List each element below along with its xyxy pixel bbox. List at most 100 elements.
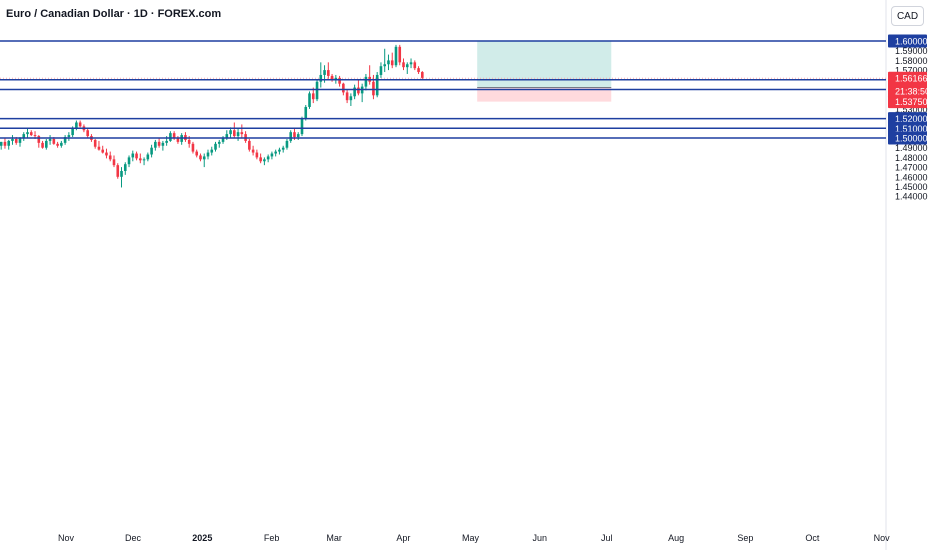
x-tick-label: Dec [125,533,142,543]
candle-body [142,159,146,161]
candle-body [323,70,326,75]
y-tick-label: 1.57000 [895,66,928,76]
candle-body [274,151,277,154]
x-tick-label: Nov [874,533,891,543]
candle-body [45,140,48,148]
candle-body [357,87,360,94]
candle-body [304,106,308,119]
candle-body [327,70,330,76]
candle-body [0,141,3,146]
candle-body [154,141,157,148]
y-tick-label: 1.44000 [895,192,928,202]
candle-body [383,64,387,67]
candle-body [221,138,225,142]
candle-body [236,132,240,137]
candle-body [409,62,413,65]
candle-body [345,92,349,101]
candle-body [37,136,41,143]
currency-button[interactable]: CAD [891,6,924,26]
level-price-tag-bg [888,34,927,48]
x-tick-label: Aug [668,533,684,543]
candle-body [300,118,304,135]
candle-body [187,139,191,144]
candle-body [285,140,289,148]
candle-body [176,138,180,142]
level-price-tag: 1.50000 [895,134,928,144]
level-price-tag: 1.52000 [895,114,928,124]
y-tick-label: 1.48000 [895,153,928,163]
candle-body [135,153,138,159]
y-tick-label: 1.58000 [895,56,928,66]
x-tick-label: Oct [805,533,820,543]
candle-body [14,138,18,143]
candle-body [169,133,172,141]
candle-body [214,143,217,150]
candle-body [199,155,202,160]
position-loss-zone[interactable] [477,87,612,102]
candle-body [417,68,420,73]
candle-body [255,152,259,158]
candle-body [266,156,270,160]
x-tick-label: Jun [532,533,547,543]
candle-body [338,77,341,84]
candle-body [22,134,26,138]
candle-body [217,141,221,144]
chart-title: Euro / Canadian Dollar · 1D · FOREX.com [6,8,222,20]
candle-body [33,135,37,137]
candle-body [56,143,59,146]
candle-body [131,153,135,158]
candle-body [289,132,293,141]
candle-body [112,159,116,166]
candle-body [116,165,120,177]
x-tick-label: 2025 [192,533,212,543]
candle-body [67,135,71,138]
last-price-tag-countdown: 21:38:50 [895,87,930,97]
candle-body [150,147,153,155]
candle-body [202,156,206,160]
candle-body [402,62,405,68]
candle-body [394,46,398,66]
candle-body [263,159,266,162]
candle-body [240,132,244,135]
candle-body [281,147,285,150]
candle-body [375,74,379,96]
last-price-tag-bg [888,71,927,98]
candle-body [405,64,409,68]
x-tick-label: May [462,533,480,543]
candle-body [342,83,345,93]
candle-body [319,74,323,82]
candle-body [248,140,251,150]
candle-body [233,130,236,137]
candle-body [60,142,63,146]
candle-body [387,60,390,65]
candle-body [251,149,255,153]
candle-body [210,149,214,153]
candle-body [63,137,67,143]
level-price-tag-bg [888,131,927,145]
candle-body [18,138,22,143]
candle-body [139,158,142,161]
candle-body [229,130,232,135]
candle-body [334,77,338,80]
candle-body [97,146,101,150]
candle-body [161,142,165,146]
position-profit-zone[interactable] [477,41,612,88]
last-price-tag: 1.56166 [895,74,928,84]
candle-body [372,81,375,96]
candle-body [191,143,195,152]
candle-body [349,96,353,101]
candle-body [330,75,334,80]
y-tick-label: 1.59000 [895,46,928,56]
candle-body [390,60,394,66]
candle-body [206,152,210,157]
candle-body [29,132,33,136]
candle-body [278,149,281,152]
candle-body [3,141,7,146]
candle-body [146,154,150,160]
candle-body [71,128,74,136]
candle-body [225,134,229,138]
x-tick-label: Nov [58,533,75,543]
candle-body [296,134,300,138]
